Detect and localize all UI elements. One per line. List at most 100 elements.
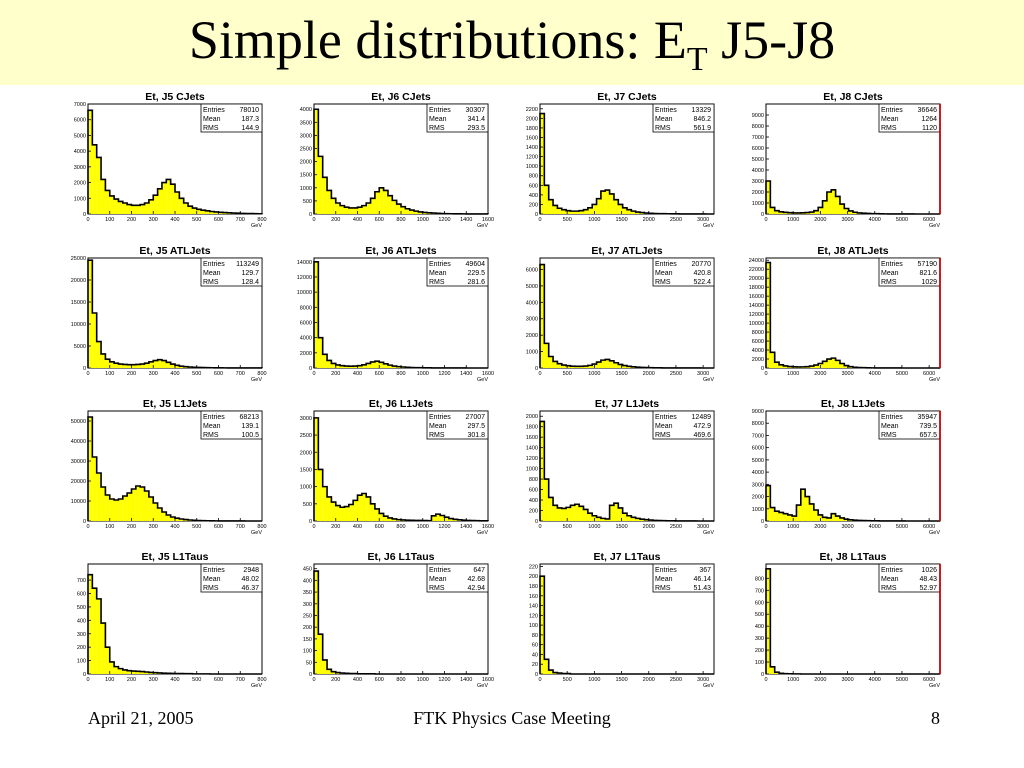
- stats-value: 52.97: [919, 585, 937, 592]
- y-tick-label: 6000: [526, 267, 538, 273]
- x-tick-label: 1000: [787, 217, 799, 223]
- histogram-bin: [770, 666, 775, 674]
- histogram-outline: [313, 108, 489, 215]
- histogram-bin: [357, 365, 362, 368]
- x-tick-label: 300: [149, 217, 158, 223]
- histogram-bin: [570, 211, 575, 214]
- x-tick-label: 1500: [615, 677, 627, 683]
- histogram-bin: [613, 362, 619, 368]
- histogram-bin: [805, 496, 810, 521]
- histogram-bin: [105, 495, 110, 521]
- x-tick-label: 0: [538, 677, 541, 683]
- histogram-bin: [561, 209, 567, 214]
- histogram-bin: [544, 343, 549, 368]
- stats-label: RMS: [655, 432, 671, 439]
- x-axis-label: GeV: [477, 377, 488, 383]
- footer-date: April 21, 2005: [88, 708, 194, 728]
- x-tick-label: 1600: [482, 524, 494, 530]
- x-tick-label: 1500: [615, 524, 627, 530]
- y-tick-label: 120: [529, 613, 538, 619]
- histogram-bin: [592, 204, 597, 214]
- y-tick-label: 160: [529, 594, 538, 600]
- y-tick-label: 0: [83, 212, 86, 218]
- y-tick-label: 0: [535, 519, 538, 525]
- y-tick-label: 15000: [71, 300, 86, 306]
- histogram-bin: [844, 208, 849, 214]
- x-tick-label: 1200: [438, 371, 450, 377]
- histogram-bin: [822, 200, 827, 214]
- y-tick-label: 4000: [300, 336, 312, 342]
- histogram-bin: [848, 210, 853, 214]
- y-tick-label: 6000: [752, 146, 764, 152]
- histogram-bin: [175, 192, 180, 214]
- histogram-outline: [765, 261, 940, 369]
- stats-label: Entries: [655, 414, 677, 421]
- histogram-bin: [122, 496, 128, 521]
- histogram-bin: [631, 211, 636, 214]
- histogram-bin: [314, 571, 319, 674]
- y-tick-label: 500: [77, 605, 86, 611]
- x-tick-label: 2000: [814, 677, 826, 683]
- histogram-bin: [188, 206, 193, 214]
- histogram-panel: Et, J7 CJets 0 500 1000 1500 2000 2500 3000 0 200…: [526, 91, 715, 229]
- histogram-bin: [822, 361, 827, 368]
- histogram-bin: [179, 198, 184, 214]
- y-tick-label: 200: [755, 648, 764, 654]
- histogram-bin: [214, 211, 219, 214]
- x-tick-label: 1600: [482, 371, 494, 377]
- histogram-bin: [140, 364, 145, 368]
- y-tick-label: 0: [83, 366, 86, 372]
- y-tick-label: 800: [755, 576, 764, 582]
- y-tick-label: 25000: [71, 256, 86, 262]
- y-tick-label: 7000: [752, 433, 764, 439]
- histogram-bin: [844, 365, 849, 368]
- y-tick-label: 2000: [752, 190, 764, 196]
- stats-value: 522.4: [693, 279, 711, 286]
- histogram-bin: [839, 517, 845, 521]
- x-tick-label: 1000: [787, 371, 799, 377]
- slide-title: Simple distributions: ET J5-J8: [0, 8, 1024, 92]
- histogram-bin: [327, 360, 332, 368]
- y-tick-label: 200: [529, 202, 538, 208]
- histogram-bin: [140, 204, 145, 214]
- histogram-bin: [540, 421, 545, 521]
- stats-value: 281.6: [467, 279, 485, 286]
- histogram-outline: [313, 260, 488, 369]
- stats-label: Entries: [655, 567, 677, 574]
- histogram-bin: [131, 671, 136, 674]
- x-axis-label: GeV: [929, 377, 940, 383]
- histogram-bin: [779, 512, 784, 521]
- x-tick-label: 0: [764, 371, 767, 377]
- x-tick-label: 600: [375, 524, 384, 530]
- histogram-bin: [157, 188, 162, 214]
- histogram-panel: Et, J7 ATLJets 0 500 1000 1500 2000 2500 3000 0 1…: [526, 245, 715, 383]
- y-tick-label: 0: [83, 519, 86, 525]
- histogram-bin: [374, 361, 380, 368]
- stats-value: 187.3: [241, 116, 259, 123]
- histogram-bin: [813, 210, 819, 214]
- histogram-bin: [374, 191, 380, 214]
- x-tick-label: 800: [257, 371, 266, 377]
- stats-value: 49604: [466, 261, 486, 268]
- y-tick-label: 1000: [752, 507, 764, 513]
- y-tick-label: 600: [755, 600, 764, 606]
- y-tick-label: 7000: [74, 102, 86, 108]
- histogram-outline: [87, 259, 263, 369]
- histogram-bin: [166, 515, 171, 521]
- y-tick-label: 24000: [749, 258, 764, 264]
- stats-box: [426, 103, 489, 133]
- histogram-bin: [609, 360, 614, 368]
- histogram-bin: [201, 210, 206, 214]
- y-tick-label: 9000: [752, 409, 764, 415]
- histogram-bin: [392, 366, 397, 368]
- y-tick-label: 14000: [749, 303, 764, 309]
- stats-label: Mean: [203, 423, 221, 430]
- histogram-bin: [96, 341, 102, 368]
- y-tick-label: 3000: [300, 133, 312, 139]
- histogram-bin: [148, 361, 154, 368]
- y-tick-label: 500: [755, 612, 764, 618]
- histogram-bin: [605, 190, 610, 214]
- histogram-title: Et, J7 L1Taus: [594, 551, 661, 563]
- stats-label: RMS: [203, 279, 219, 286]
- histogram-bin: [453, 519, 458, 521]
